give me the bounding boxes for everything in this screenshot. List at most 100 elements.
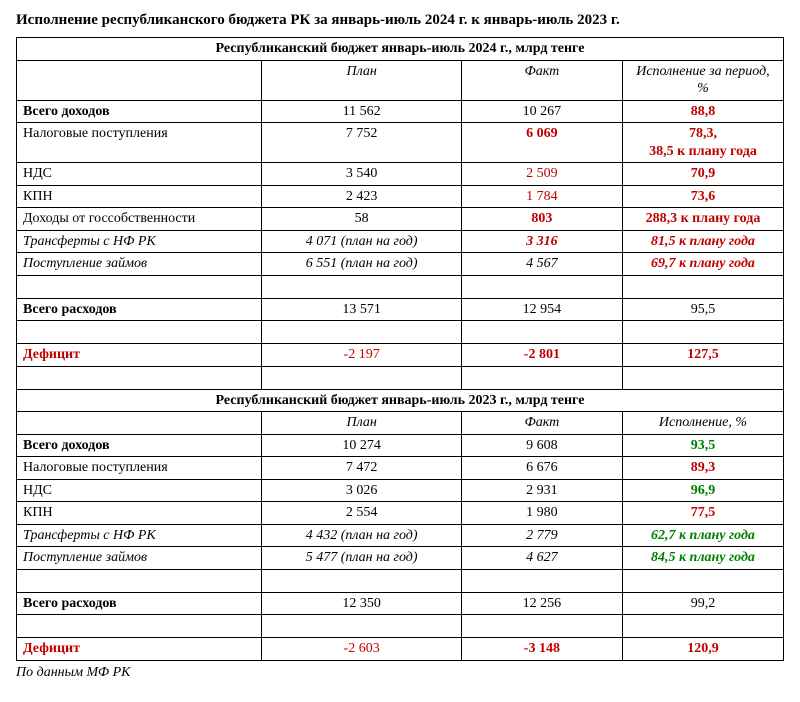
section-2023-header: Республиканский бюджет январь-июль 2023 … — [17, 389, 784, 412]
row-exec: 78,3, 38,5 к плану года — [622, 123, 783, 163]
table-row: Дефицит -2 197 -2 801 127,5 — [17, 344, 784, 367]
row-exec: 120,9 — [622, 638, 783, 661]
row-plan: 12 350 — [262, 592, 461, 615]
section-2024-columns-row: План Факт Исполнение за период, % — [17, 60, 784, 100]
row-exec: 88,8 — [622, 100, 783, 123]
row-fact: 12 954 — [461, 298, 622, 321]
table-row: НДС 3 540 2 509 70,9 — [17, 163, 784, 186]
row-name: Налоговые поступления — [17, 457, 262, 480]
row-plan: 4 071 (план на год) — [262, 230, 461, 253]
row-fact: 1 980 — [461, 502, 622, 525]
row-fact: 9 608 — [461, 434, 622, 457]
row-exec: 62,7 к плану года — [622, 524, 783, 547]
table-row: Всего расходов 12 350 12 256 99,2 — [17, 592, 784, 615]
row-exec: 81,5 к плану года — [622, 230, 783, 253]
blank-cell — [17, 60, 262, 100]
row-exec: 93,5 — [622, 434, 783, 457]
row-plan: 10 274 — [262, 434, 461, 457]
table-row: Налоговые поступления 7 472 6 676 89,3 — [17, 457, 784, 480]
row-plan: 58 — [262, 208, 461, 231]
row-exec: 77,5 — [622, 502, 783, 525]
row-name: Трансферты с НФ РК — [17, 230, 262, 253]
section-2023-columns-row: План Факт Исполнение, % — [17, 412, 784, 435]
row-exec: 99,2 — [622, 592, 783, 615]
row-exec: 95,5 — [622, 298, 783, 321]
spacer-row — [17, 569, 784, 592]
row-plan: 7 752 — [262, 123, 461, 163]
col-exec-header: Исполнение, % — [622, 412, 783, 435]
table-row: Поступление займов 6 551 (план на год) 4… — [17, 253, 784, 276]
table-row: Дефицит -2 603 -3 148 120,9 — [17, 638, 784, 661]
table-row: Трансферты с НФ РК 4 071 (план на год) 3… — [17, 230, 784, 253]
table-row: Поступление займов 5 477 (план на год) 4… — [17, 547, 784, 570]
row-fact: 3 316 — [461, 230, 622, 253]
row-fact: 1 784 — [461, 185, 622, 208]
row-name: НДС — [17, 479, 262, 502]
row-name: Дефицит — [17, 344, 262, 367]
row-plan: 4 432 (план на год) — [262, 524, 461, 547]
col-plan-header: План — [262, 412, 461, 435]
row-exec: 70,9 — [622, 163, 783, 186]
section-2023-header-row: Республиканский бюджет январь-июль 2023 … — [17, 389, 784, 412]
table-row: Трансферты с НФ РК 4 432 (план на год) 2… — [17, 524, 784, 547]
col-plan-header: План — [262, 60, 461, 100]
table-row: Всего доходов 10 274 9 608 93,5 — [17, 434, 784, 457]
section-2024-header-row: Республиканский бюджет январь-июль 2024 … — [17, 38, 784, 61]
row-plan: 13 571 — [262, 298, 461, 321]
row-plan: 7 472 — [262, 457, 461, 480]
row-exec: 89,3 — [622, 457, 783, 480]
row-name: НДС — [17, 163, 262, 186]
budget-table: Республиканский бюджет январь-июль 2024 … — [16, 37, 784, 661]
row-fact: 2 931 — [461, 479, 622, 502]
row-plan: -2 603 — [262, 638, 461, 661]
row-fact: -3 148 — [461, 638, 622, 661]
row-fact: 6 069 — [461, 123, 622, 163]
row-name: Трансферты с НФ РК — [17, 524, 262, 547]
col-fact-header: Факт — [461, 60, 622, 100]
row-name: Всего расходов — [17, 592, 262, 615]
row-name: КПН — [17, 185, 262, 208]
row-name: КПН — [17, 502, 262, 525]
row-fact: -2 801 — [461, 344, 622, 367]
row-exec: 73,6 — [622, 185, 783, 208]
table-row: Налоговые поступления 7 752 6 069 78,3, … — [17, 123, 784, 163]
row-name: Поступление займов — [17, 547, 262, 570]
row-name: Налоговые поступления — [17, 123, 262, 163]
row-fact: 4 627 — [461, 547, 622, 570]
row-exec: 127,5 — [622, 344, 783, 367]
row-plan: 5 477 (план на год) — [262, 547, 461, 570]
row-name: Дефицит — [17, 638, 262, 661]
page-title: Исполнение республиканского бюджета РК з… — [16, 12, 784, 29]
row-name: Поступление займов — [17, 253, 262, 276]
table-row: НДС 3 026 2 931 96,9 — [17, 479, 784, 502]
table-row: КПН 2 423 1 784 73,6 — [17, 185, 784, 208]
row-plan: 3 540 — [262, 163, 461, 186]
spacer-row — [17, 366, 784, 389]
row-exec: 84,5 к плану года — [622, 547, 783, 570]
table-row: Всего расходов 13 571 12 954 95,5 — [17, 298, 784, 321]
spacer-row — [17, 275, 784, 298]
col-fact-header: Факт — [461, 412, 622, 435]
row-fact: 2 779 — [461, 524, 622, 547]
row-plan: 2 554 — [262, 502, 461, 525]
row-name: Доходы от госсобственности — [17, 208, 262, 231]
row-fact: 803 — [461, 208, 622, 231]
table-row: Всего доходов 11 562 10 267 88,8 — [17, 100, 784, 123]
row-name: Всего доходов — [17, 434, 262, 457]
col-exec-header: Исполнение за период, % — [622, 60, 783, 100]
row-plan: 3 026 — [262, 479, 461, 502]
row-plan: -2 197 — [262, 344, 461, 367]
spacer-row — [17, 321, 784, 344]
row-exec: 69,7 к плану года — [622, 253, 783, 276]
row-fact: 2 509 — [461, 163, 622, 186]
table-row: КПН 2 554 1 980 77,5 — [17, 502, 784, 525]
row-plan: 6 551 (план на год) — [262, 253, 461, 276]
blank-cell — [17, 412, 262, 435]
row-exec: 96,9 — [622, 479, 783, 502]
row-fact: 4 567 — [461, 253, 622, 276]
footnote: По данным МФ РК — [16, 665, 784, 681]
spacer-row — [17, 615, 784, 638]
row-name: Всего доходов — [17, 100, 262, 123]
row-plan: 11 562 — [262, 100, 461, 123]
section-2024-header: Республиканский бюджет январь-июль 2024 … — [17, 38, 784, 61]
